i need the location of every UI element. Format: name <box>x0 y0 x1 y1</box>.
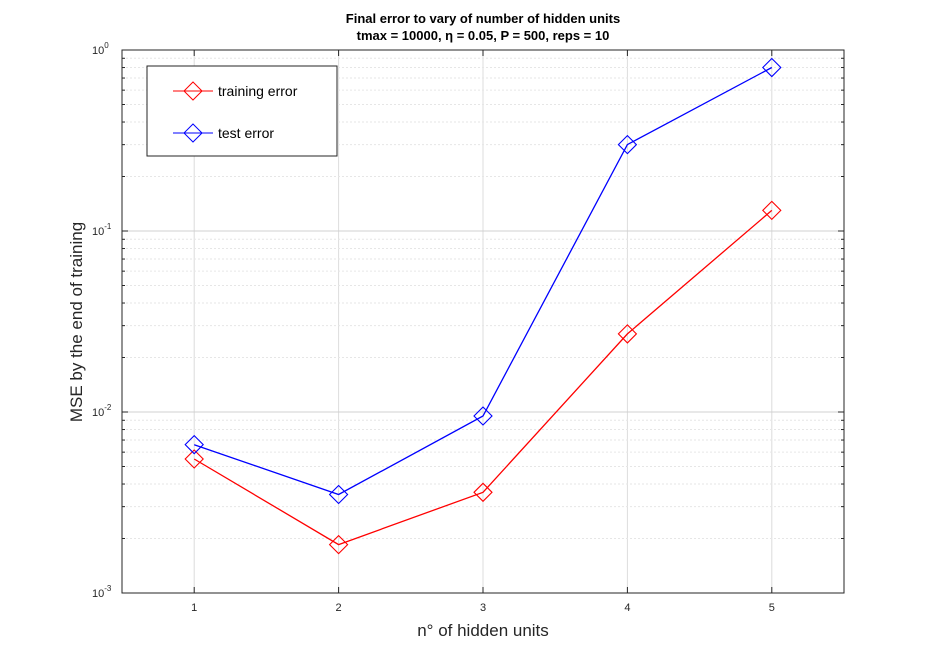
chart-title-line1: Final error to vary of number of hidden … <box>346 11 620 26</box>
x-tick-label: 3 <box>480 602 486 614</box>
data-point-0-1 <box>328 534 349 555</box>
series-line-0 <box>193 209 773 546</box>
data-point-1-4 <box>762 57 782 78</box>
chart-title-line2: tmax = 10000, η = 0.05, P = 500, reps = … <box>357 28 610 43</box>
data-point-1-1 <box>328 484 349 505</box>
data-point-1-2 <box>473 406 493 426</box>
legend-label-training: training error <box>218 83 298 99</box>
data-point-0-0 <box>184 449 204 469</box>
y-axis-label: MSE by the end of training <box>67 222 86 422</box>
grid-lines <box>122 49 844 594</box>
x-axis-label: n° of hidden units <box>417 621 549 640</box>
data-point-0-3 <box>617 324 638 344</box>
y-tick-label: 10-3 <box>92 584 112 600</box>
y-tick-label: 10-1 <box>92 222 112 238</box>
data-point-1-0 <box>184 434 204 455</box>
x-tick-label: 4 <box>624 602 630 614</box>
axis-ticks: 1 2 3 4 5 10-3 10-2 10-1 100 <box>92 41 844 614</box>
x-tick-label: 1 <box>191 602 197 614</box>
x-tick-label: 5 <box>769 602 775 614</box>
legend-label-test: test error <box>218 125 274 141</box>
data-point-0-4 <box>762 200 782 221</box>
legend-box <box>146 65 338 157</box>
legend-marker-test <box>183 123 203 143</box>
data-point-1-3 <box>617 134 638 155</box>
series-group <box>184 57 782 555</box>
series-line-1 <box>193 66 773 496</box>
data-point-0-2 <box>473 482 493 503</box>
y-tick-label: 100 <box>92 41 109 57</box>
y-tick-label: 10-2 <box>92 403 112 419</box>
legend: training error test error <box>146 65 338 157</box>
x-tick-label: 2 <box>336 602 342 614</box>
legend-marker-training <box>183 81 203 101</box>
